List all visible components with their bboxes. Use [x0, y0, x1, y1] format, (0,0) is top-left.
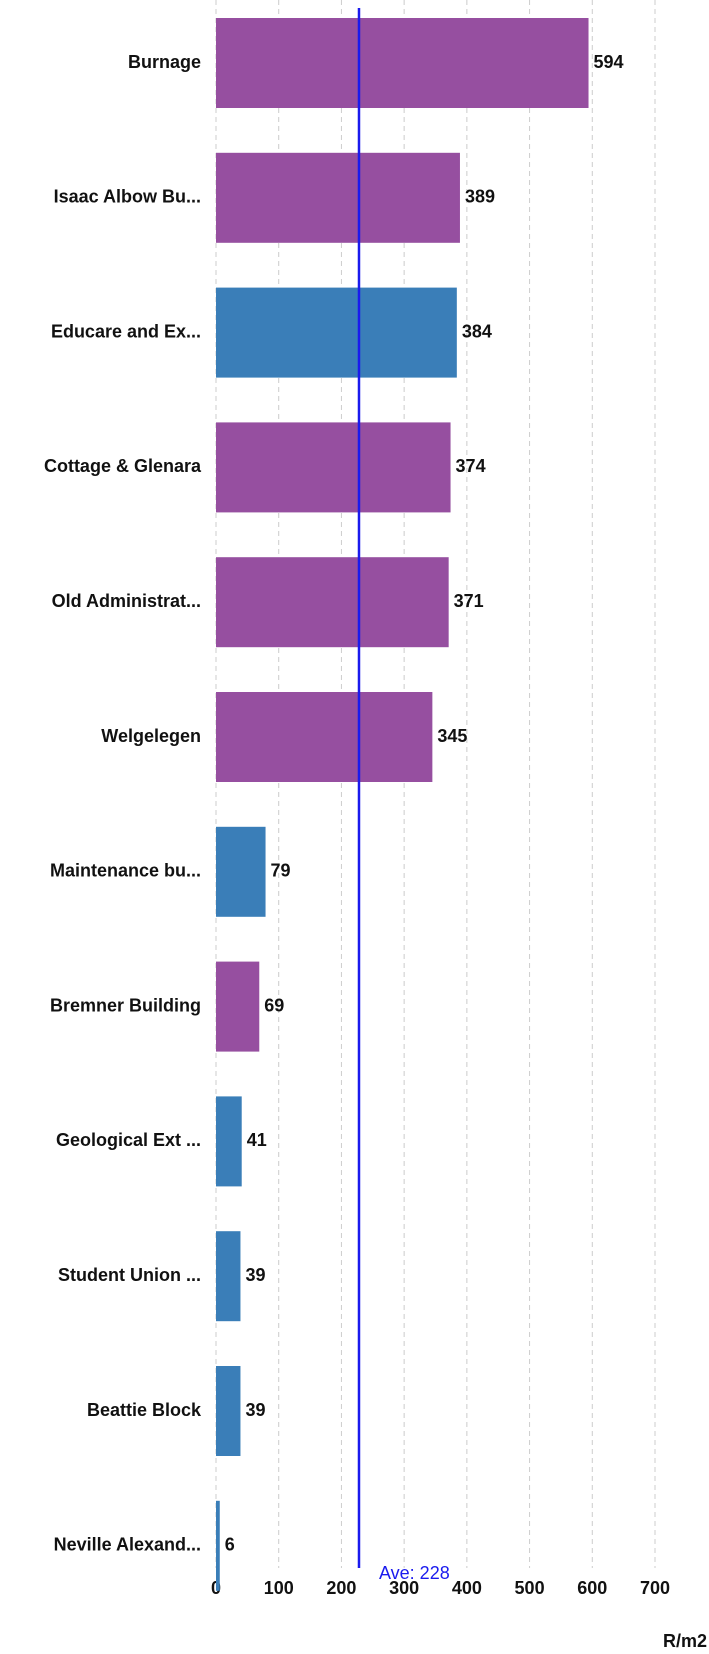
bar	[216, 1096, 242, 1187]
x-tick-label: 600	[577, 1578, 607, 1598]
bar	[216, 1500, 220, 1591]
value-label: 389	[465, 187, 495, 207]
bar	[216, 692, 433, 782]
value-label: 41	[247, 1130, 267, 1150]
value-label: 384	[462, 321, 492, 341]
bar	[216, 18, 589, 108]
value-label: 69	[264, 995, 284, 1015]
category-label: Isaac Albow Bu...	[54, 187, 201, 207]
category-label: Welgelegen	[101, 726, 201, 746]
value-label: 594	[594, 52, 624, 72]
value-label: 371	[454, 591, 484, 611]
x-tick-label: 400	[452, 1578, 482, 1598]
bar	[216, 826, 266, 917]
category-label: Neville Alexand...	[54, 1535, 201, 1555]
category-label: Geological Ext ...	[56, 1130, 201, 1150]
value-label: 39	[245, 1400, 265, 1420]
value-label: 345	[437, 726, 467, 746]
bar	[216, 557, 449, 648]
value-label: 39	[245, 1265, 265, 1285]
bar	[216, 1231, 241, 1322]
x-tick-label: 500	[515, 1578, 545, 1598]
category-label: Burnage	[128, 52, 201, 72]
x-tick-label: 700	[640, 1578, 670, 1598]
x-tick-label: 300	[389, 1578, 419, 1598]
bar	[216, 961, 260, 1052]
category-label: Educare and Ex...	[51, 321, 201, 341]
category-label: Beattie Block	[87, 1400, 202, 1420]
category-label: Old Administrat...	[52, 591, 201, 611]
x-axis-label: R/m2	[663, 1631, 707, 1651]
x-tick-label: 200	[326, 1578, 356, 1598]
bar	[216, 422, 451, 513]
value-label: 6	[225, 1535, 235, 1555]
category-label: Bremner Building	[50, 995, 201, 1015]
x-tick-label: 100	[264, 1578, 294, 1598]
value-label: 374	[456, 456, 486, 476]
bar	[216, 287, 457, 378]
value-label: 79	[271, 861, 291, 881]
bar	[216, 152, 460, 243]
category-label: Student Union ...	[58, 1265, 201, 1285]
category-label: Cottage & Glenara	[44, 456, 202, 476]
category-label: Maintenance bu...	[50, 861, 201, 881]
average-label: Ave: 228	[379, 1563, 450, 1583]
bar	[216, 1366, 241, 1456]
